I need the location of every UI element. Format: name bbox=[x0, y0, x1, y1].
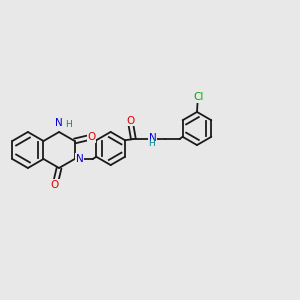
Text: H: H bbox=[148, 139, 155, 148]
Text: H: H bbox=[65, 120, 72, 129]
Text: N: N bbox=[76, 154, 84, 164]
Text: O: O bbox=[87, 132, 96, 142]
Text: Cl: Cl bbox=[193, 92, 203, 102]
Text: N: N bbox=[55, 118, 63, 128]
Text: N: N bbox=[149, 133, 157, 143]
Text: O: O bbox=[126, 116, 134, 126]
Text: O: O bbox=[51, 180, 59, 190]
